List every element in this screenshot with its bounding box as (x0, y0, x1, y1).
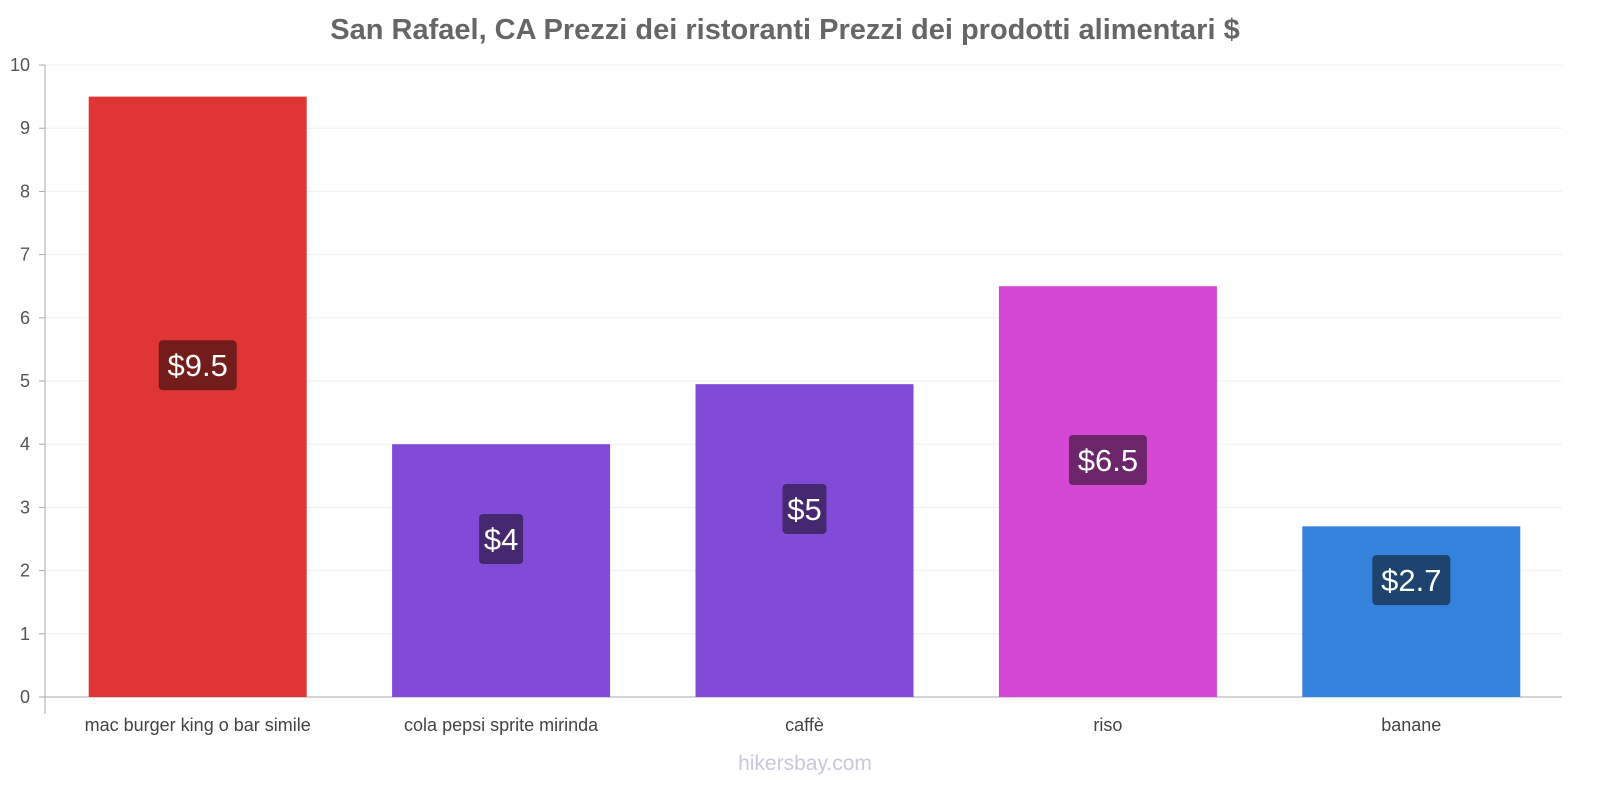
data-label: $2.7 (1381, 563, 1441, 598)
y-tick-label: 6 (20, 308, 30, 328)
y-tick-label: 1 (20, 624, 30, 644)
data-label-box (479, 514, 524, 564)
y-tick-label: 3 (20, 497, 30, 517)
x-tick-label: banane (1381, 715, 1441, 735)
y-tick-label: 9 (20, 118, 30, 138)
bar (695, 384, 914, 697)
data-label-box (1068, 435, 1147, 485)
bar (998, 286, 1217, 697)
x-tick-label: cola pepsi sprite mirinda (404, 715, 599, 735)
y-tick-label: 2 (20, 561, 30, 581)
data-label: $4 (484, 522, 518, 557)
data-label: $6.5 (1078, 443, 1138, 478)
y-tick-label: 0 (20, 687, 30, 707)
bar (88, 96, 307, 698)
data-label-box (1372, 555, 1451, 606)
y-tick-label: 4 (20, 434, 30, 454)
y-tick-label: 5 (20, 371, 30, 391)
chart-title: San Rafael, CA Prezzi dei ristoranti Pre… (330, 14, 1240, 46)
bar (392, 444, 611, 697)
x-tick-label: caffè (785, 715, 824, 735)
y-tick-label: 10 (10, 55, 30, 75)
bar (1302, 526, 1521, 697)
x-tick-label: riso (1093, 715, 1122, 735)
data-label-box (158, 340, 237, 391)
watermark: hikersbay.com (738, 752, 872, 775)
data-label: $5 (787, 492, 821, 527)
data-label: $9.5 (168, 348, 228, 383)
x-tick-label: mac burger king o bar simile (85, 715, 311, 735)
y-tick-label: 8 (20, 181, 30, 201)
data-label-box (782, 483, 827, 534)
y-tick-label: 7 (20, 245, 30, 265)
